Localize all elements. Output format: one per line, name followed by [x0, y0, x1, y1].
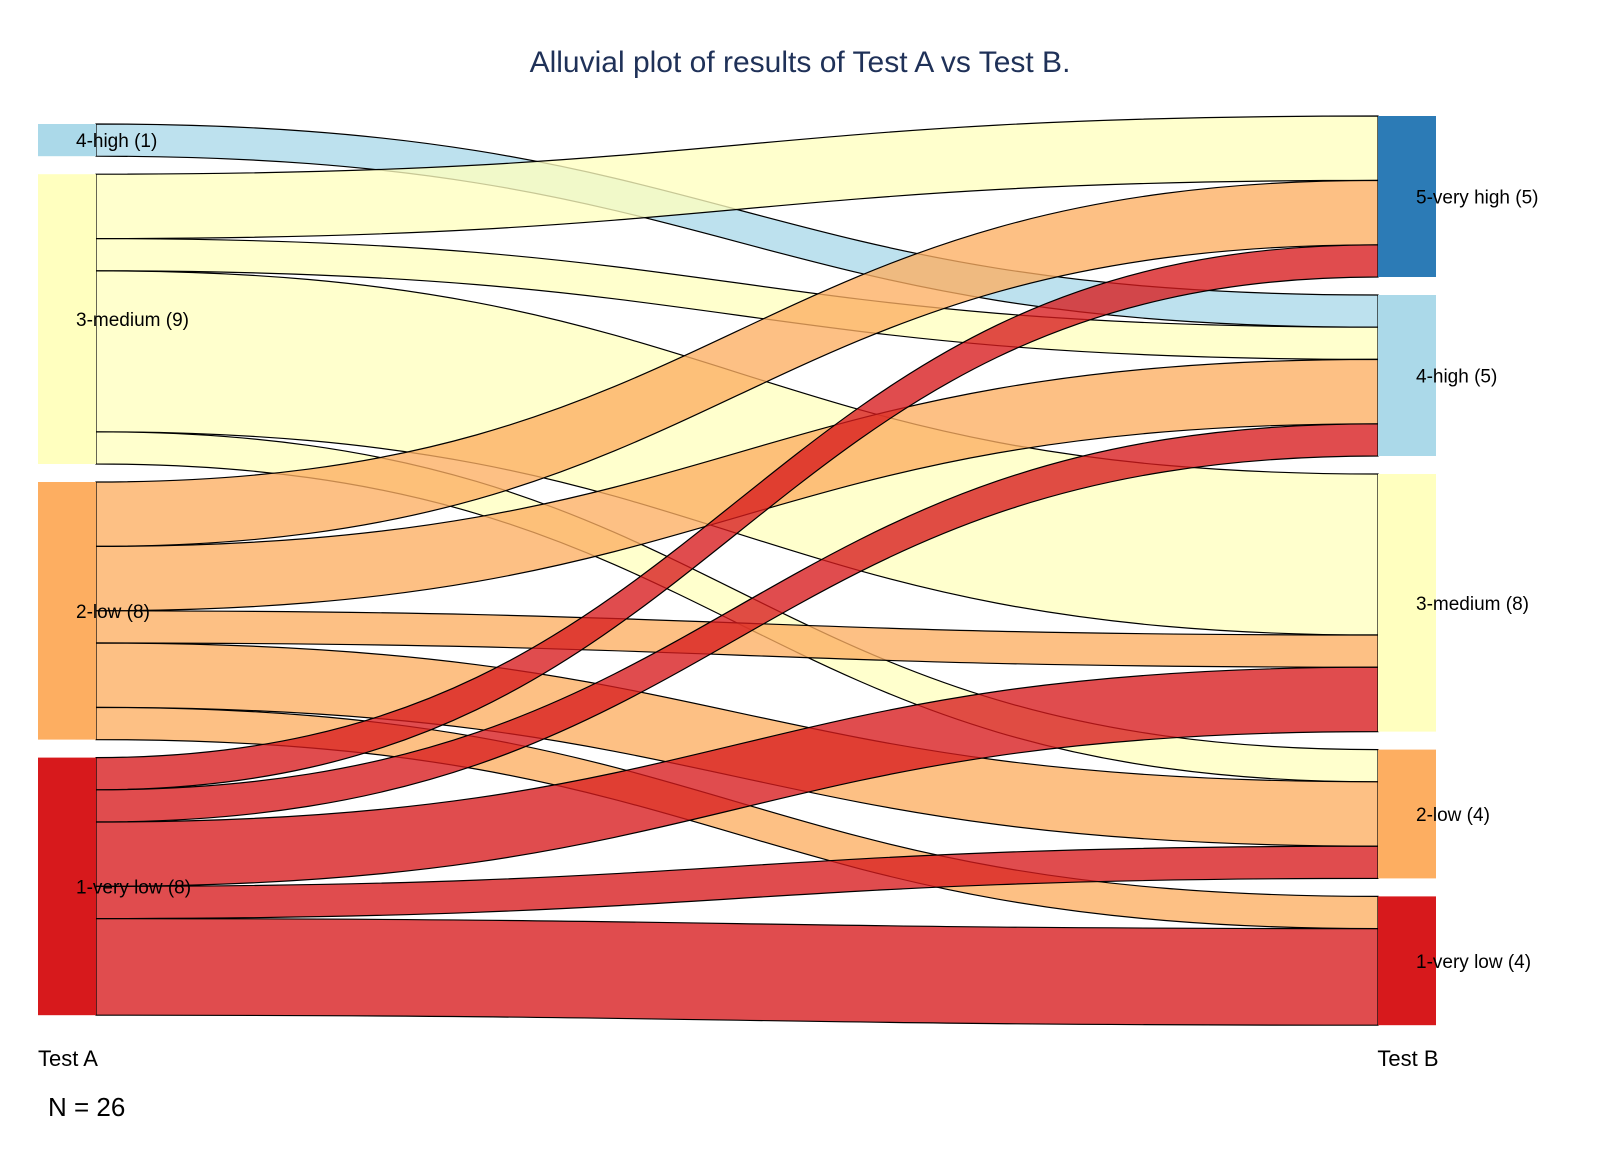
axis-label-test-a: Test A [38, 1046, 98, 1071]
test-b-node-1-very-low [1378, 896, 1436, 1026]
test-b-node-3-medium [1378, 474, 1436, 732]
test-b-node-5-very-high [1378, 116, 1436, 277]
flow-1-very-low-to-2-low [95, 845, 1379, 920]
test-b-node-4-high [1378, 295, 1436, 456]
test-b-node-label-1-very-low: 1-very low (4) [1416, 952, 1531, 973]
test-a-node-label-1-very-low: 1-very low (8) [76, 877, 191, 898]
test-a-node-label-2-low: 2-low (8) [76, 602, 150, 623]
axis-label-test-b: Test B [1377, 1046, 1438, 1071]
test-a-node-1-very-low [38, 757, 96, 1016]
flow-1-very-low-to-1-very-low [95, 917, 1379, 1026]
test-b-node-label-3-medium: 3-medium (8) [1416, 594, 1529, 615]
flows-group [95, 115, 1379, 1026]
labels-group: 4-high (1) 3-medium (9) 2-low (8) 1-very lo… [76, 131, 1539, 973]
n-label: N = 26 [48, 1092, 125, 1122]
test-a-node-2-low [38, 482, 96, 740]
test-a-node-3-medium [38, 174, 96, 464]
test-b-node-label-5-very-high: 5-very high (5) [1416, 188, 1539, 209]
test-a-node-4-high [38, 124, 96, 157]
test-a-node-label-3-medium: 3-medium (9) [76, 310, 189, 331]
test-b-node-label-4-high: 4-high (5) [1416, 367, 1497, 388]
test-b-node-label-2-low: 2-low (4) [1416, 805, 1490, 826]
test-a-node-label-4-high: 4-high (1) [76, 131, 157, 152]
test-b-node-2-low [1378, 749, 1436, 879]
nodes-group [38, 116, 1436, 1026]
chart-title: Alluvial plot of results of Test A vs Te… [530, 46, 1071, 79]
